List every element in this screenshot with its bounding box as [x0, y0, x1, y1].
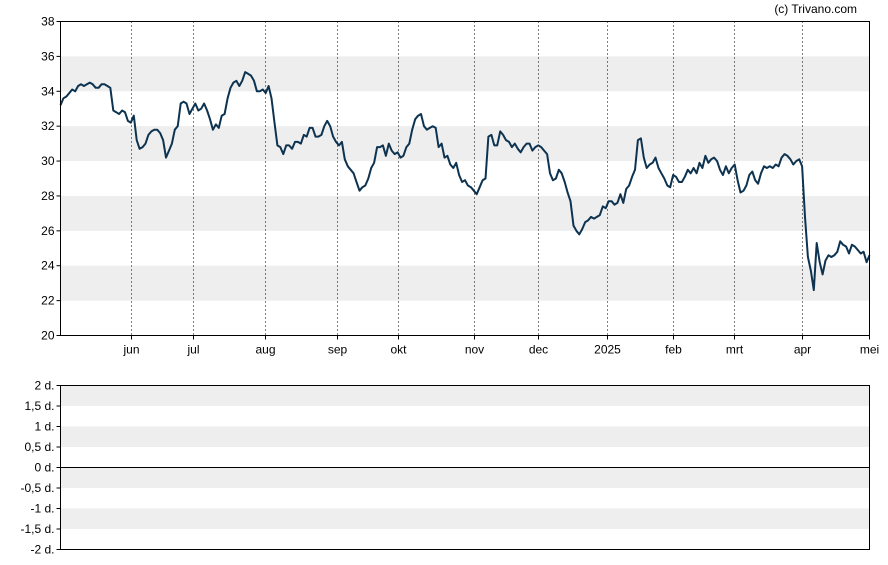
dividend-y-tick-label: -2 d. [30, 543, 54, 557]
dividend-chart-panel: 2 d. 1,5 d. 1 d. 0,5 d. 0 d. -0,5 d. -1 d. -1,5… [20, 379, 870, 557]
credit-text: (c) Trivano.com [774, 2, 857, 16]
price-x-tick-label: dec [529, 343, 548, 357]
price-x-tick-label: feb [665, 343, 682, 357]
dividend-band [60, 426, 870, 447]
dividend-band [60, 385, 870, 406]
price-band [60, 126, 870, 162]
price-x-axis-ticks: jun jul aug sep okt nov dec 2025 feb mrt apr mei [122, 335, 879, 357]
price-y-tick-label: 34 [41, 84, 55, 98]
price-band [60, 195, 870, 231]
dividend-y-axis-ticks: 2 d. 1,5 d. 1 d. 0,5 d. 0 d. -0,5 d. -1 d. -1,5… [20, 379, 61, 557]
dividend-chart-frame [60, 385, 870, 550]
price-x-tick-label: 2025 [594, 343, 621, 357]
price-y-tick-label: 28 [41, 189, 55, 203]
dividend-y-tick-label: -1,5 d. [20, 522, 54, 536]
dividend-y-tick-label: -0,5 d. [20, 481, 54, 495]
price-y-tick-label: 30 [41, 154, 55, 168]
price-vertical-grid [131, 21, 803, 336]
price-x-tick-label: mrt [726, 343, 744, 357]
dividend-y-tick-label: 0 d. [34, 461, 54, 475]
price-chart-frame [60, 21, 870, 336]
price-x-tick-label: aug [255, 343, 275, 357]
dividend-band [60, 508, 870, 529]
price-y-tick-label: 38 [41, 15, 55, 29]
price-x-tick-label: jun [122, 343, 139, 357]
dividend-y-tick-label: 1,5 d. [24, 399, 54, 413]
price-x-tick-label: nov [465, 343, 484, 357]
price-y-tick-label: 24 [41, 259, 55, 273]
price-y-tick-label: 32 [41, 119, 55, 133]
price-chart-panel: 20 22 24 26 28 30 32 34 36 38 jun jul aug sep okt nov d… [41, 15, 879, 357]
price-x-tick-label: apr [794, 343, 811, 357]
price-band [60, 265, 870, 301]
price-x-tick-label: mei [860, 343, 879, 357]
price-y-tick-label: 26 [41, 224, 55, 238]
price-x-tick-label: jul [186, 343, 199, 357]
dividend-y-tick-label: -1 d. [30, 502, 54, 516]
price-x-tick-label: okt [390, 343, 407, 357]
dividend-y-tick-label: 1 d. [34, 420, 54, 434]
price-y-tick-label: 20 [41, 329, 55, 343]
price-x-tick-label: sep [328, 343, 348, 357]
dividend-y-tick-label: 0,5 d. [24, 440, 54, 454]
dividend-band [60, 467, 870, 488]
price-y-tick-label: 36 [41, 49, 55, 63]
price-y-axis-ticks: 20 22 24 26 28 30 32 34 36 38 [41, 15, 61, 343]
dividend-bands [60, 385, 870, 529]
price-y-tick-label: 22 [41, 294, 55, 308]
dividend-y-tick-label: 2 d. [34, 379, 54, 393]
price-line [59, 71, 871, 292]
price-band [60, 56, 870, 92]
